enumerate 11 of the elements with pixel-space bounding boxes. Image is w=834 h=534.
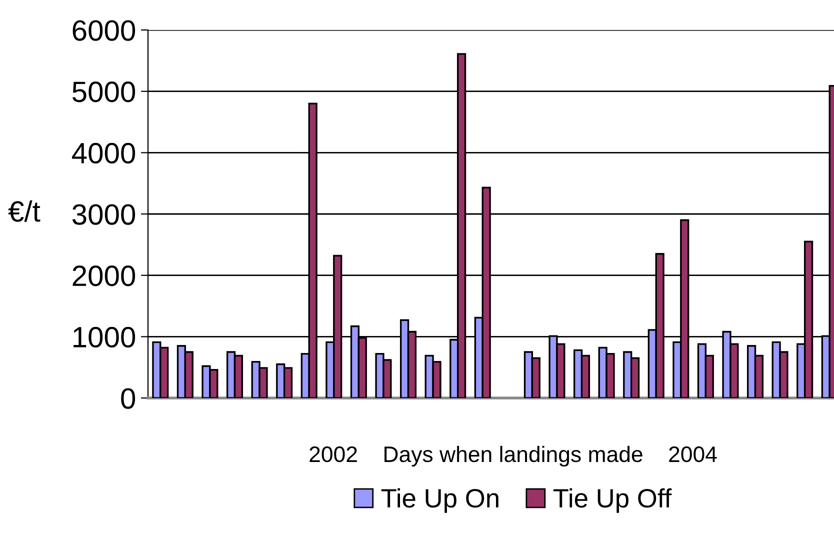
y-tick-label: 2000 (72, 266, 136, 286)
y-tick-label: 0 (121, 388, 136, 409)
y-tick-label: 3000 (72, 204, 136, 225)
legend-label: Tie Up Off (553, 488, 672, 513)
y-tick-label: 6000 (72, 20, 136, 41)
y-tick-label: 5000 (72, 82, 136, 102)
x-axis-title: 2002 Days when landings made 2004 (310, 446, 717, 467)
legend-label: Tie Up On (381, 488, 498, 513)
y-tick-label: 4000 (72, 142, 136, 164)
y-axis-title: €/t (8, 200, 40, 222)
y-tick-label: 1000 (74, 326, 136, 348)
